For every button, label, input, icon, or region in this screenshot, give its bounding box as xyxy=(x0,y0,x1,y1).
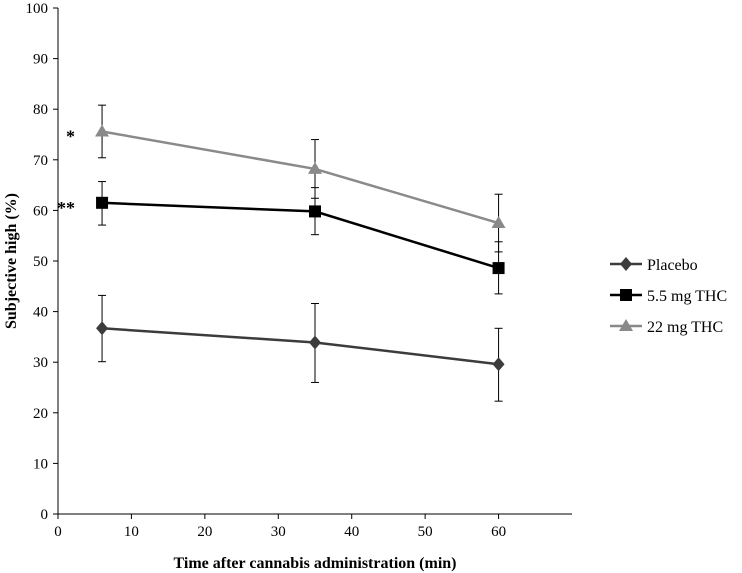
x-tick-label: 50 xyxy=(418,524,433,540)
series-line-placebo xyxy=(101,327,499,366)
y-tick-label: 70 xyxy=(33,153,48,169)
x-tick-label: 30 xyxy=(271,524,286,540)
data-point-22-mg-thc xyxy=(308,161,322,174)
axes: 0 10 20 30 40 50 60 70 80 90 100 0 10 20 30 40 50 60 xyxy=(26,1,572,540)
data-point-22-mg-thc xyxy=(95,124,110,137)
y-tick-label: 50 xyxy=(33,254,48,270)
y-tick-label: 60 xyxy=(33,203,48,219)
significance-annotation: * xyxy=(66,126,75,146)
x-tick-label: 0 xyxy=(54,524,62,540)
legend-label-5-5-mg-thc: 5.5 mg THC xyxy=(647,288,727,305)
data-point-5-5-mg-thc xyxy=(96,196,109,209)
series-line-22-mg-thc xyxy=(101,130,499,225)
x-axis-title: Time after cannabis administration (min) xyxy=(174,555,457,572)
data-point-5-5-mg-thc xyxy=(309,205,321,218)
legend: Placebo 5.5 mg THC 22 mg THC xyxy=(610,257,727,336)
legend-marker-22-mg-thc xyxy=(619,319,633,331)
y-tick-label: 100 xyxy=(26,1,49,17)
legend-label-placebo: Placebo xyxy=(647,257,698,274)
x-tick-label: 20 xyxy=(197,524,212,540)
y-tick-label: 10 xyxy=(33,456,48,472)
x-tick-label: 10 xyxy=(124,524,139,540)
y-axis-title: Subjective high (%) xyxy=(3,193,20,329)
data-point-22-mg-thc xyxy=(491,216,506,229)
data-point-placebo xyxy=(96,321,109,336)
y-tick-label: 40 xyxy=(33,305,48,321)
y-tick-label: 0 xyxy=(41,507,49,523)
x-tick-label: 40 xyxy=(344,524,359,540)
error-bars xyxy=(98,104,503,402)
significance-annotation: ** xyxy=(57,198,75,218)
data-point-placebo xyxy=(492,357,505,372)
data-point-placebo xyxy=(309,335,321,350)
legend-label-22-mg-thc: 22 mg THC xyxy=(647,319,723,336)
series-lines xyxy=(101,130,499,366)
y-tick-label: 90 xyxy=(33,52,48,68)
x-tick-label: 60 xyxy=(491,524,506,540)
series-markers xyxy=(95,124,506,372)
annotations: *** xyxy=(57,126,75,217)
y-tick-label: 30 xyxy=(33,355,48,371)
legend-marker-5-5-mg-thc xyxy=(620,289,632,301)
y-tick-label: 80 xyxy=(33,102,48,118)
series-line-5-5-mg-thc xyxy=(102,201,499,270)
legend-marker-placebo xyxy=(620,257,632,271)
y-tick-label: 20 xyxy=(33,406,48,422)
data-point-5-5-mg-thc xyxy=(492,262,505,275)
